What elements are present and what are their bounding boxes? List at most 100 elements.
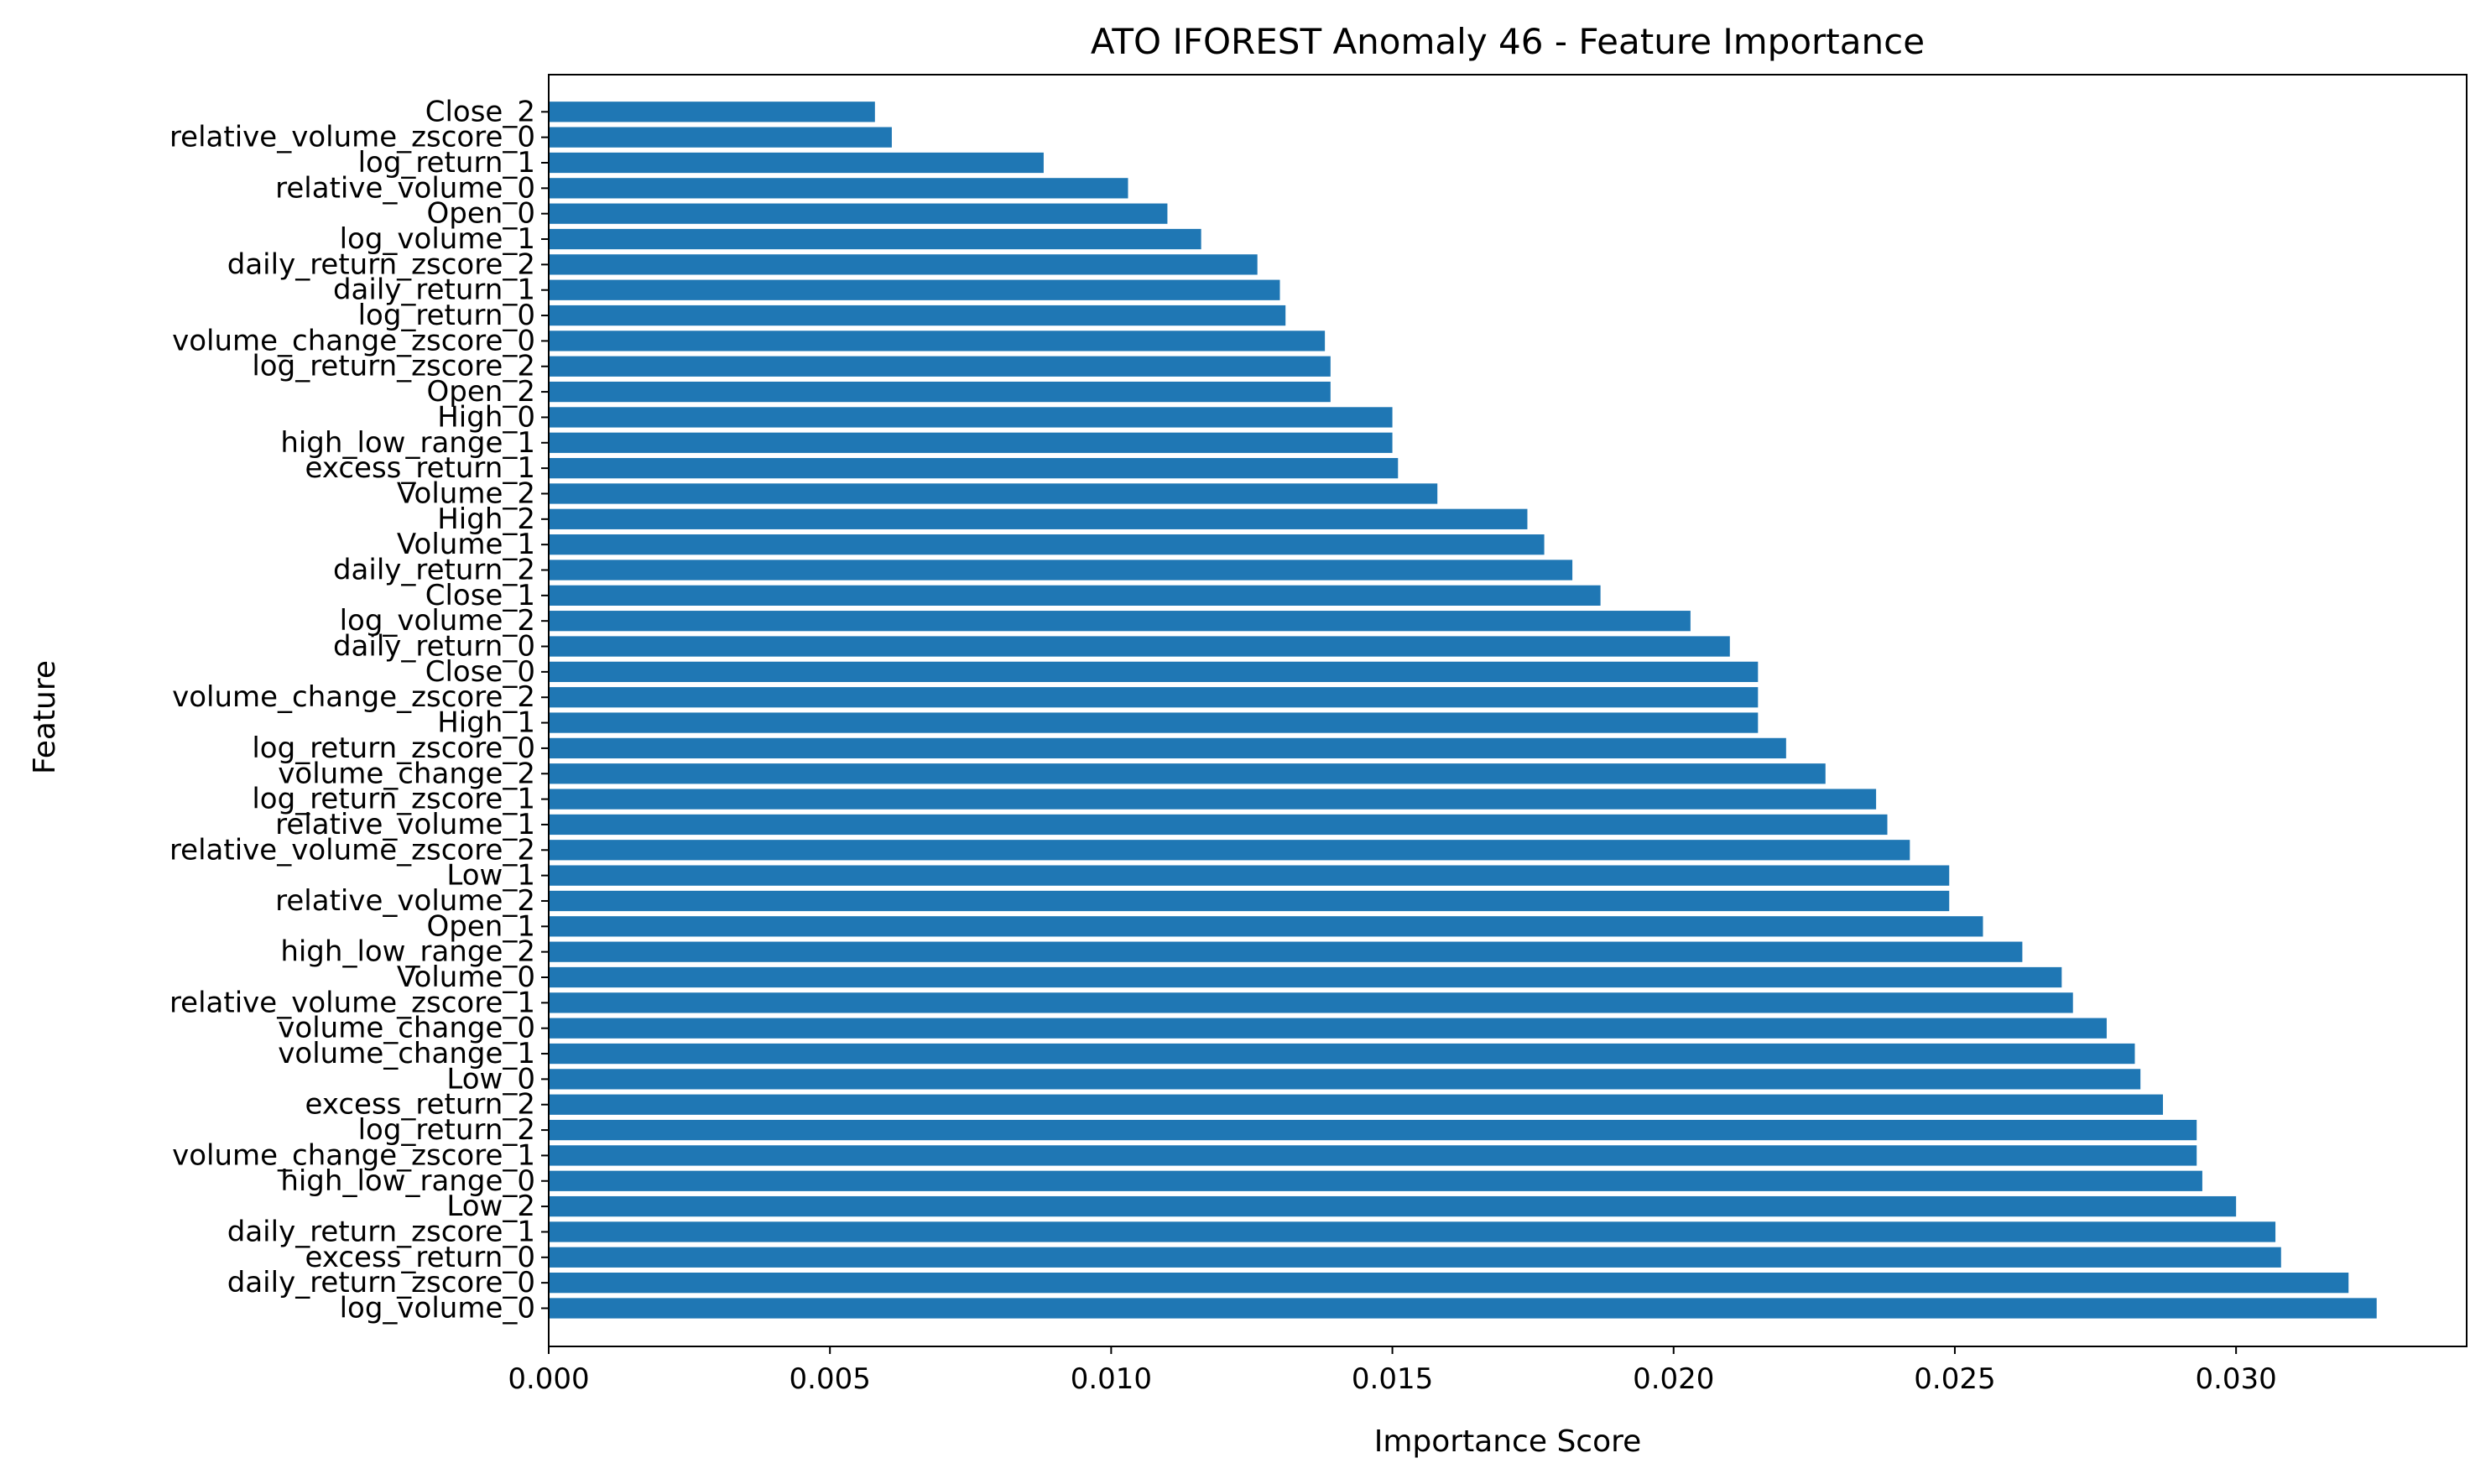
y-axis-ticks: log_volume_0daily_return_zscore_0excess_… — [169, 95, 549, 1325]
bar-high_low_range_0 — [549, 1170, 2202, 1191]
y-tick-label: log_volume_0 — [340, 1291, 535, 1325]
bar-daily_return_2 — [549, 560, 1573, 581]
y-tick-label: daily_return_zscore_0 — [227, 1266, 535, 1299]
bar-log_volume_2 — [549, 611, 1691, 632]
bar-daily_return_0 — [549, 636, 1730, 657]
y-tick-label: volume_change_0 — [278, 1012, 535, 1045]
bar-Open_1 — [549, 916, 1983, 937]
bar-Volume_0 — [549, 966, 2062, 988]
y-tick-label: log_return_zscore_2 — [252, 350, 535, 383]
y-tick-label: Open_2 — [427, 375, 535, 409]
bar-daily_return_zscore_2 — [549, 254, 1258, 275]
bar-volume_change_0 — [549, 1018, 2107, 1039]
y-tick-label: Close_0 — [425, 655, 535, 689]
y-tick-label: Close_2 — [425, 95, 535, 128]
x-tick-label: 0.030 — [2195, 1362, 2276, 1396]
bar-relative_volume_zscore_0 — [549, 127, 892, 148]
bar-Low_2 — [549, 1195, 2237, 1217]
bar-High_0 — [549, 407, 1393, 428]
bar-Close_2 — [549, 102, 875, 122]
y-tick-label: volume_change_1 — [278, 1037, 535, 1070]
x-tick-label: 0.010 — [1071, 1362, 1152, 1396]
y-tick-label: Volume_0 — [397, 961, 535, 994]
y-tick-label: volume_change_zscore_2 — [172, 680, 535, 714]
y-tick-label: relative_volume_zscore_1 — [169, 986, 535, 1019]
bar-Open_0 — [549, 203, 1168, 224]
y-tick-label: log_volume_1 — [340, 222, 535, 256]
y-tick-label: High_2 — [437, 502, 535, 536]
y-tick-label: relative_volume_0 — [275, 171, 535, 205]
bar-log_return_zscore_1 — [549, 789, 1877, 810]
y-tick-label: High_1 — [437, 706, 535, 740]
y-tick-label: log_return_2 — [358, 1113, 535, 1147]
x-axis-label: Importance Score — [1374, 1424, 1642, 1459]
y-tick-label: volume_change_zscore_0 — [172, 324, 535, 357]
y-tick-label: Volume_2 — [397, 476, 535, 510]
plot-area-frame — [548, 74, 2468, 1347]
bar-daily_return_1 — [549, 279, 1280, 300]
y-axis-label: Feature — [28, 660, 62, 774]
y-tick-label: relative_volume_2 — [275, 884, 535, 918]
y-tick-label: high_low_range_1 — [280, 426, 535, 460]
y-tick-label: Volume_1 — [397, 528, 535, 561]
bar-Volume_1 — [549, 534, 1545, 555]
bar-log_return_zscore_0 — [549, 737, 1786, 759]
x-tick-label: 0.015 — [1352, 1362, 1433, 1396]
bar-high_low_range_1 — [549, 432, 1393, 453]
bar-Close_0 — [549, 661, 1759, 683]
y-tick-label: volume_change_zscore_1 — [172, 1138, 535, 1172]
y-tick-label: log_volume_2 — [340, 604, 535, 638]
bar-daily_return_zscore_0 — [549, 1273, 2349, 1294]
y-tick-label: log_return_zscore_1 — [252, 783, 535, 816]
bar-log_return_2 — [549, 1119, 2197, 1141]
bar-relative_volume_0 — [549, 178, 1128, 199]
bar-High_2 — [549, 508, 1528, 529]
y-tick-label: Low_0 — [446, 1062, 535, 1096]
y-tick-label: excess_return_0 — [305, 1241, 535, 1274]
y-tick-label: high_low_range_2 — [280, 935, 535, 969]
bars-layer — [549, 102, 2377, 1319]
y-tick-label: excess_return_1 — [305, 451, 535, 485]
y-tick-label: log_return_zscore_0 — [252, 732, 535, 765]
y-tick-label: relative_volume_1 — [275, 808, 535, 841]
y-tick-label: daily_return_2 — [333, 553, 535, 586]
bar-relative_volume_zscore_2 — [549, 840, 1910, 861]
bar-High_1 — [549, 712, 1759, 733]
bar-log_volume_0 — [549, 1298, 2377, 1319]
bar-excess_return_1 — [549, 457, 1399, 479]
bar-relative_volume_zscore_1 — [549, 992, 2073, 1013]
y-tick-label: daily_return_1 — [333, 273, 535, 307]
bar-relative_volume_2 — [549, 890, 1950, 912]
x-tick-label: 0.005 — [790, 1362, 871, 1396]
x-tick-label: 0.025 — [1914, 1362, 1995, 1396]
y-tick-label: daily_return_zscore_1 — [227, 1215, 535, 1248]
bar-log_return_zscore_2 — [549, 356, 1331, 377]
bar-Open_2 — [549, 381, 1331, 403]
bar-volume_change_1 — [549, 1043, 2135, 1065]
bar-volume_change_zscore_1 — [549, 1145, 2197, 1166]
bar-excess_return_2 — [549, 1094, 2163, 1115]
bar-log_return_0 — [549, 305, 1286, 326]
bar-Low_1 — [549, 865, 1950, 886]
y-tick-label: log_return_0 — [358, 299, 535, 332]
y-tick-label: Low_2 — [446, 1190, 535, 1223]
y-tick-label: daily_return_0 — [333, 630, 535, 664]
chart-title: ATO IFOREST Anomaly 46 - Feature Importa… — [1091, 21, 1925, 62]
y-tick-label: High_0 — [437, 400, 535, 434]
y-tick-label: Open_0 — [427, 197, 535, 231]
y-tick-label: relative_volume_zscore_0 — [169, 121, 535, 154]
y-tick-label: daily_return_zscore_2 — [227, 247, 535, 281]
y-tick-label: relative_volume_zscore_2 — [169, 833, 535, 867]
y-tick-label: excess_return_2 — [305, 1088, 535, 1122]
y-tick-label: Close_1 — [425, 579, 535, 612]
bar-volume_change_zscore_2 — [549, 687, 1759, 708]
y-tick-label: volume_change_2 — [278, 757, 535, 790]
bar-Close_1 — [549, 585, 1601, 606]
bar-daily_return_zscore_1 — [549, 1221, 2276, 1242]
y-tick-label: high_low_range_0 — [280, 1164, 535, 1198]
bar-volume_change_zscore_0 — [549, 331, 1326, 351]
bar-log_return_1 — [549, 152, 1044, 174]
bar-high_low_range_2 — [549, 941, 2023, 962]
